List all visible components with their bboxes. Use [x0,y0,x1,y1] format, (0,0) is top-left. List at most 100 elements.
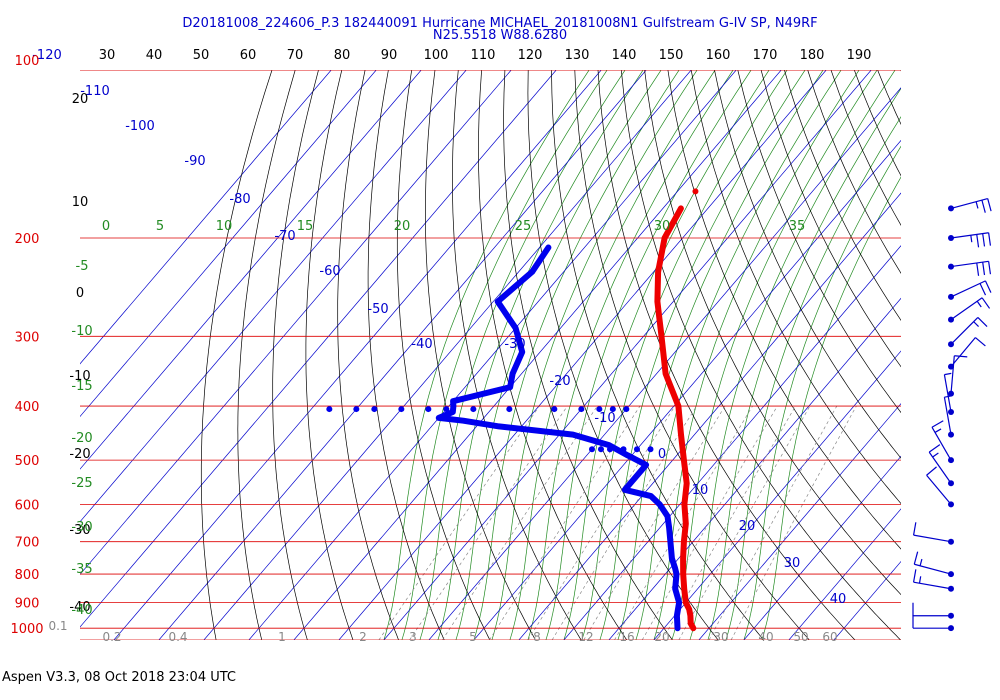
moist-adiabat-line [473,70,680,640]
dry-adiabat-line [667,70,901,550]
grid-lines [80,70,1000,640]
dry-adiabat-line [644,70,901,596]
wind-barb-flag [984,280,992,293]
mixing-ratio-line [527,405,676,640]
dewpoint-point [326,406,333,413]
mixing-ratio-line [708,405,838,640]
dry-adiabat-line [714,70,901,459]
dry-adiabat-line [200,70,273,640]
isotherm-label: -20 [549,374,570,389]
isotherm-label: 20 [739,519,756,534]
top-axis-tick: 70 [287,48,304,63]
dry-adiabat-line [760,70,901,368]
isotherm-line [743,455,901,640]
wind-barb-flag [988,261,992,275]
moist-adiabat-line [563,70,770,640]
isotherm-label: -10 [594,411,615,426]
dry-adiabat-line [574,70,810,640]
wind-barb-flag [973,321,980,328]
wind-barb-flag [928,444,941,453]
mixing-ratio-line [551,405,697,640]
wind-barb [948,260,992,276]
wind-barb [913,551,954,578]
wind-barb-flag [982,262,986,276]
dry-adiabat-line [994,70,1000,640]
wind-barb [928,444,954,487]
moist-adiabat-line [653,70,860,640]
dry-adiabat-line [971,70,1000,640]
top-axis-tick: 120 [518,48,543,63]
mixing-ratio-label: 0.2 [102,630,121,644]
wind-barb-flag [931,420,944,428]
wind-barb-staff [928,451,952,484]
isotherm-line [473,139,901,640]
mixing-ratio-line [730,405,857,640]
wind-barb [948,337,986,370]
dewpoint-point [425,406,432,413]
theta-e-left-label: -10 [71,324,92,339]
isotherm-line [608,297,901,640]
isotherm-line [293,70,782,640]
wind-barb-flag [934,428,942,433]
theta-e-label: 25 [515,219,532,234]
isotherm-label: 40 [830,592,847,607]
top-axis-tick: 100 [424,48,449,63]
mixing-ratio-label: 40 [758,630,773,644]
moist-adiabat-line [743,145,901,640]
dry-adiabat-line [784,70,901,321]
isotherm-label: -60 [319,264,340,279]
top-axis-tick: 150 [659,48,684,63]
moist-adiabat-line [761,176,901,640]
wind-barb [943,372,954,416]
mixing-ratio-line [614,405,753,640]
moist-adiabat-line [491,70,698,640]
dewpoint-point [588,446,595,453]
dry-adiabat-line [452,70,582,640]
dry-adiabat-line [830,70,901,226]
isotherm-line [788,508,901,640]
dewpoint-point [371,406,378,413]
isotherm-line [383,70,872,640]
mixing-ratio-line [409,405,568,640]
temperature-point [692,188,699,195]
isotherm-line [80,70,557,628]
wind-barb-flag [954,355,968,358]
isotherm-line [248,70,737,640]
isotherm-line [158,70,647,640]
wind-barb-staff [943,397,952,435]
moist-adiabat-line [437,70,644,640]
isotherm-label: -100 [125,119,155,134]
theta-e-label: 15 [297,219,314,234]
mixing-ratio-line [678,405,811,640]
wind-barb [948,316,988,348]
top-axis-tick: 50 [193,48,210,63]
dry-adiabat-line [597,70,856,640]
isotherm-line [338,70,827,640]
isotherm-label: -80 [229,192,250,207]
wind-barb-flag [977,316,988,328]
dry-adiabat-line [807,70,901,274]
pressure-label: 500 [15,454,40,469]
isotherm-label: -110 [80,84,110,99]
wind-barb-flag [975,201,979,209]
dewpoint-point [578,406,585,413]
mixing-ratio-line [378,405,540,640]
wind-barb-flag [932,452,939,458]
wind-barb-staff [926,474,952,505]
theta-e-label: 20 [394,219,411,234]
wind-barb-flag [987,198,992,212]
wind-barb-flag [979,283,987,296]
isotherm-line [113,70,602,640]
wind-barb-flag [919,558,923,566]
pressure-label: 900 [15,597,40,612]
mixing-ratio-label: 0.1 [48,619,67,633]
dewpoint-point [398,406,405,413]
dry-adiabat-line [367,70,445,640]
theta-e-label: 0 [102,219,110,234]
moist-adiabat-line [671,70,878,640]
top-axis-tick: 60 [240,48,257,63]
moist-adiabat-line [383,70,590,640]
top-axis-tick: 130 [565,48,590,63]
wind-barb-flag [981,199,986,213]
